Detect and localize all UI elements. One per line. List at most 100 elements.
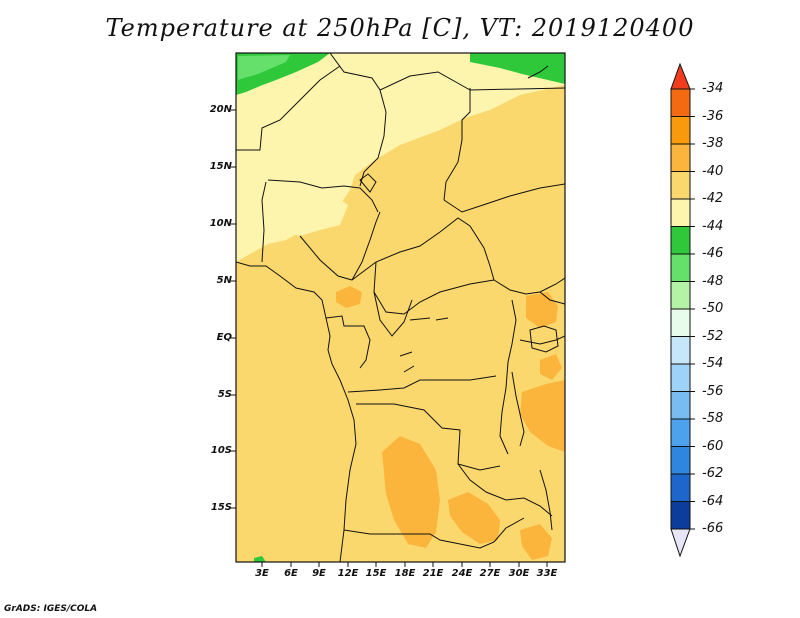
field-orange-south bbox=[520, 524, 552, 560]
colorbar-label: -54 bbox=[702, 356, 724, 371]
border-niger-nigeria bbox=[267, 179, 379, 213]
border-chad-sudan bbox=[469, 87, 565, 91]
colorbar-label: -44 bbox=[702, 218, 724, 234]
chart-title: Temperature at 250hPa [C], VT: 201912040… bbox=[105, 14, 695, 42]
border-drc-west bbox=[347, 375, 497, 393]
border-niger-libya bbox=[379, 71, 471, 201]
field-orange-tanz bbox=[520, 380, 565, 452]
border-angola-south bbox=[343, 517, 525, 549]
footer-credit: GrADS: IGES/COLA bbox=[4, 604, 98, 614]
drc-lakes bbox=[399, 317, 449, 373]
colorbar-bin-5 bbox=[670, 226, 691, 255]
lat-label-5n: 5N bbox=[216, 275, 232, 286]
colorbar-bottom-cap bbox=[670, 528, 691, 558]
colorbar-label: -34 bbox=[702, 81, 724, 96]
colorbar-label: -42 bbox=[702, 191, 724, 206]
colorbar-label: -52 bbox=[702, 328, 724, 344]
field-pale-west bbox=[265, 178, 348, 236]
colorbar-bin-1 bbox=[670, 116, 691, 145]
kenya-border bbox=[539, 291, 565, 305]
colorbar-bin-0 bbox=[670, 88, 691, 117]
field-green-ne bbox=[470, 53, 565, 84]
border-benin bbox=[261, 181, 267, 263]
red-sea-coast bbox=[527, 65, 549, 79]
lon-label-24e: 24E bbox=[451, 568, 473, 579]
colorbar-bin-8 bbox=[670, 308, 691, 337]
lon-label-30e: 30E bbox=[508, 568, 530, 579]
border-congo bbox=[373, 291, 413, 337]
colorbar-label: -64 bbox=[702, 493, 724, 509]
border-angola bbox=[356, 403, 501, 471]
colorbar-label: -66 bbox=[702, 521, 724, 536]
colorbar-label: -58 bbox=[702, 411, 724, 426]
lon-label-12e: 12E bbox=[337, 568, 359, 579]
lake-tanganyika bbox=[511, 371, 525, 447]
lake-victoria bbox=[529, 325, 559, 353]
border-drc-east bbox=[499, 299, 517, 455]
field-orange-angola bbox=[382, 436, 440, 548]
lon-label-21e: 21E bbox=[422, 568, 444, 579]
colorbar-bin-14 bbox=[670, 473, 691, 502]
lat-label-15n: 15N bbox=[209, 161, 232, 172]
border-car bbox=[351, 217, 495, 281]
field-orange-east bbox=[540, 354, 562, 380]
colorbar-label: -62 bbox=[702, 466, 724, 481]
lat-label-10n: 10N bbox=[209, 218, 232, 229]
border-nigeria-cameroon bbox=[299, 211, 381, 281]
lake-chad bbox=[359, 173, 377, 193]
border-sudan bbox=[443, 183, 565, 213]
lon-label-18e: 18E bbox=[394, 568, 416, 579]
colorbar-bin-3 bbox=[670, 171, 691, 200]
field-orange-zambia bbox=[448, 492, 500, 544]
colorbar bbox=[670, 62, 695, 558]
field-lightgreen-nw bbox=[238, 55, 290, 80]
border-mali-algeria bbox=[329, 53, 387, 187]
colorbar-bin-10 bbox=[670, 363, 691, 392]
lat-label-5s: 5S bbox=[217, 389, 232, 400]
field-orange-cam bbox=[336, 286, 362, 308]
coastline-west bbox=[236, 261, 357, 562]
borders bbox=[236, 53, 565, 562]
colorbar-label: -40 bbox=[702, 163, 724, 179]
field-pale-edge bbox=[236, 110, 270, 178]
colorbar-bin-4 bbox=[670, 198, 691, 227]
lat-label-15s: 15S bbox=[210, 502, 232, 513]
colorbar-top-cap bbox=[670, 62, 691, 90]
temperature-field bbox=[236, 53, 565, 562]
border-gabon bbox=[325, 315, 371, 369]
lat-label-10s: 10S bbox=[210, 445, 232, 456]
lat-label-eq: EQ bbox=[216, 332, 232, 343]
lon-label-27e: 27E bbox=[479, 568, 501, 579]
lon-label-33e: 33E bbox=[536, 568, 558, 579]
colorbar-bin-15 bbox=[670, 501, 691, 530]
colorbar-bin-9 bbox=[670, 336, 691, 365]
colorbar-label: -38 bbox=[702, 136, 724, 151]
colorbar-bin-7 bbox=[670, 281, 691, 310]
border-westaf bbox=[236, 65, 341, 151]
colorbar-label: -60 bbox=[702, 438, 724, 454]
colorbar-bin-11 bbox=[670, 391, 691, 420]
lon-label-9e: 9E bbox=[312, 568, 326, 579]
field-orange-uganda bbox=[526, 292, 558, 328]
border-south-sudan bbox=[493, 277, 565, 295]
border-tanzania bbox=[519, 335, 565, 345]
lake-malawi bbox=[539, 469, 553, 531]
colorbar-bin-13 bbox=[670, 446, 691, 475]
lon-ticks bbox=[261, 562, 548, 567]
border-car-south bbox=[373, 261, 495, 315]
colorbar-bin-6 bbox=[670, 253, 691, 282]
colorbar-label: -36 bbox=[702, 108, 724, 124]
colorbar-label: -46 bbox=[702, 246, 724, 261]
lat-label-20n: 20N bbox=[209, 104, 232, 115]
colorbar-label: -48 bbox=[702, 273, 724, 289]
colorbar-bin-12 bbox=[670, 418, 691, 447]
colorbar-bin-2 bbox=[670, 143, 691, 172]
field-green-sw bbox=[254, 556, 266, 562]
lon-label-15e: 15E bbox=[365, 568, 387, 579]
colorbar-label: -56 bbox=[702, 383, 724, 399]
map-frame bbox=[235, 52, 566, 563]
border-zambia bbox=[457, 463, 553, 517]
lat-ticks bbox=[231, 109, 236, 509]
lon-label-3e: 3E bbox=[255, 568, 269, 579]
